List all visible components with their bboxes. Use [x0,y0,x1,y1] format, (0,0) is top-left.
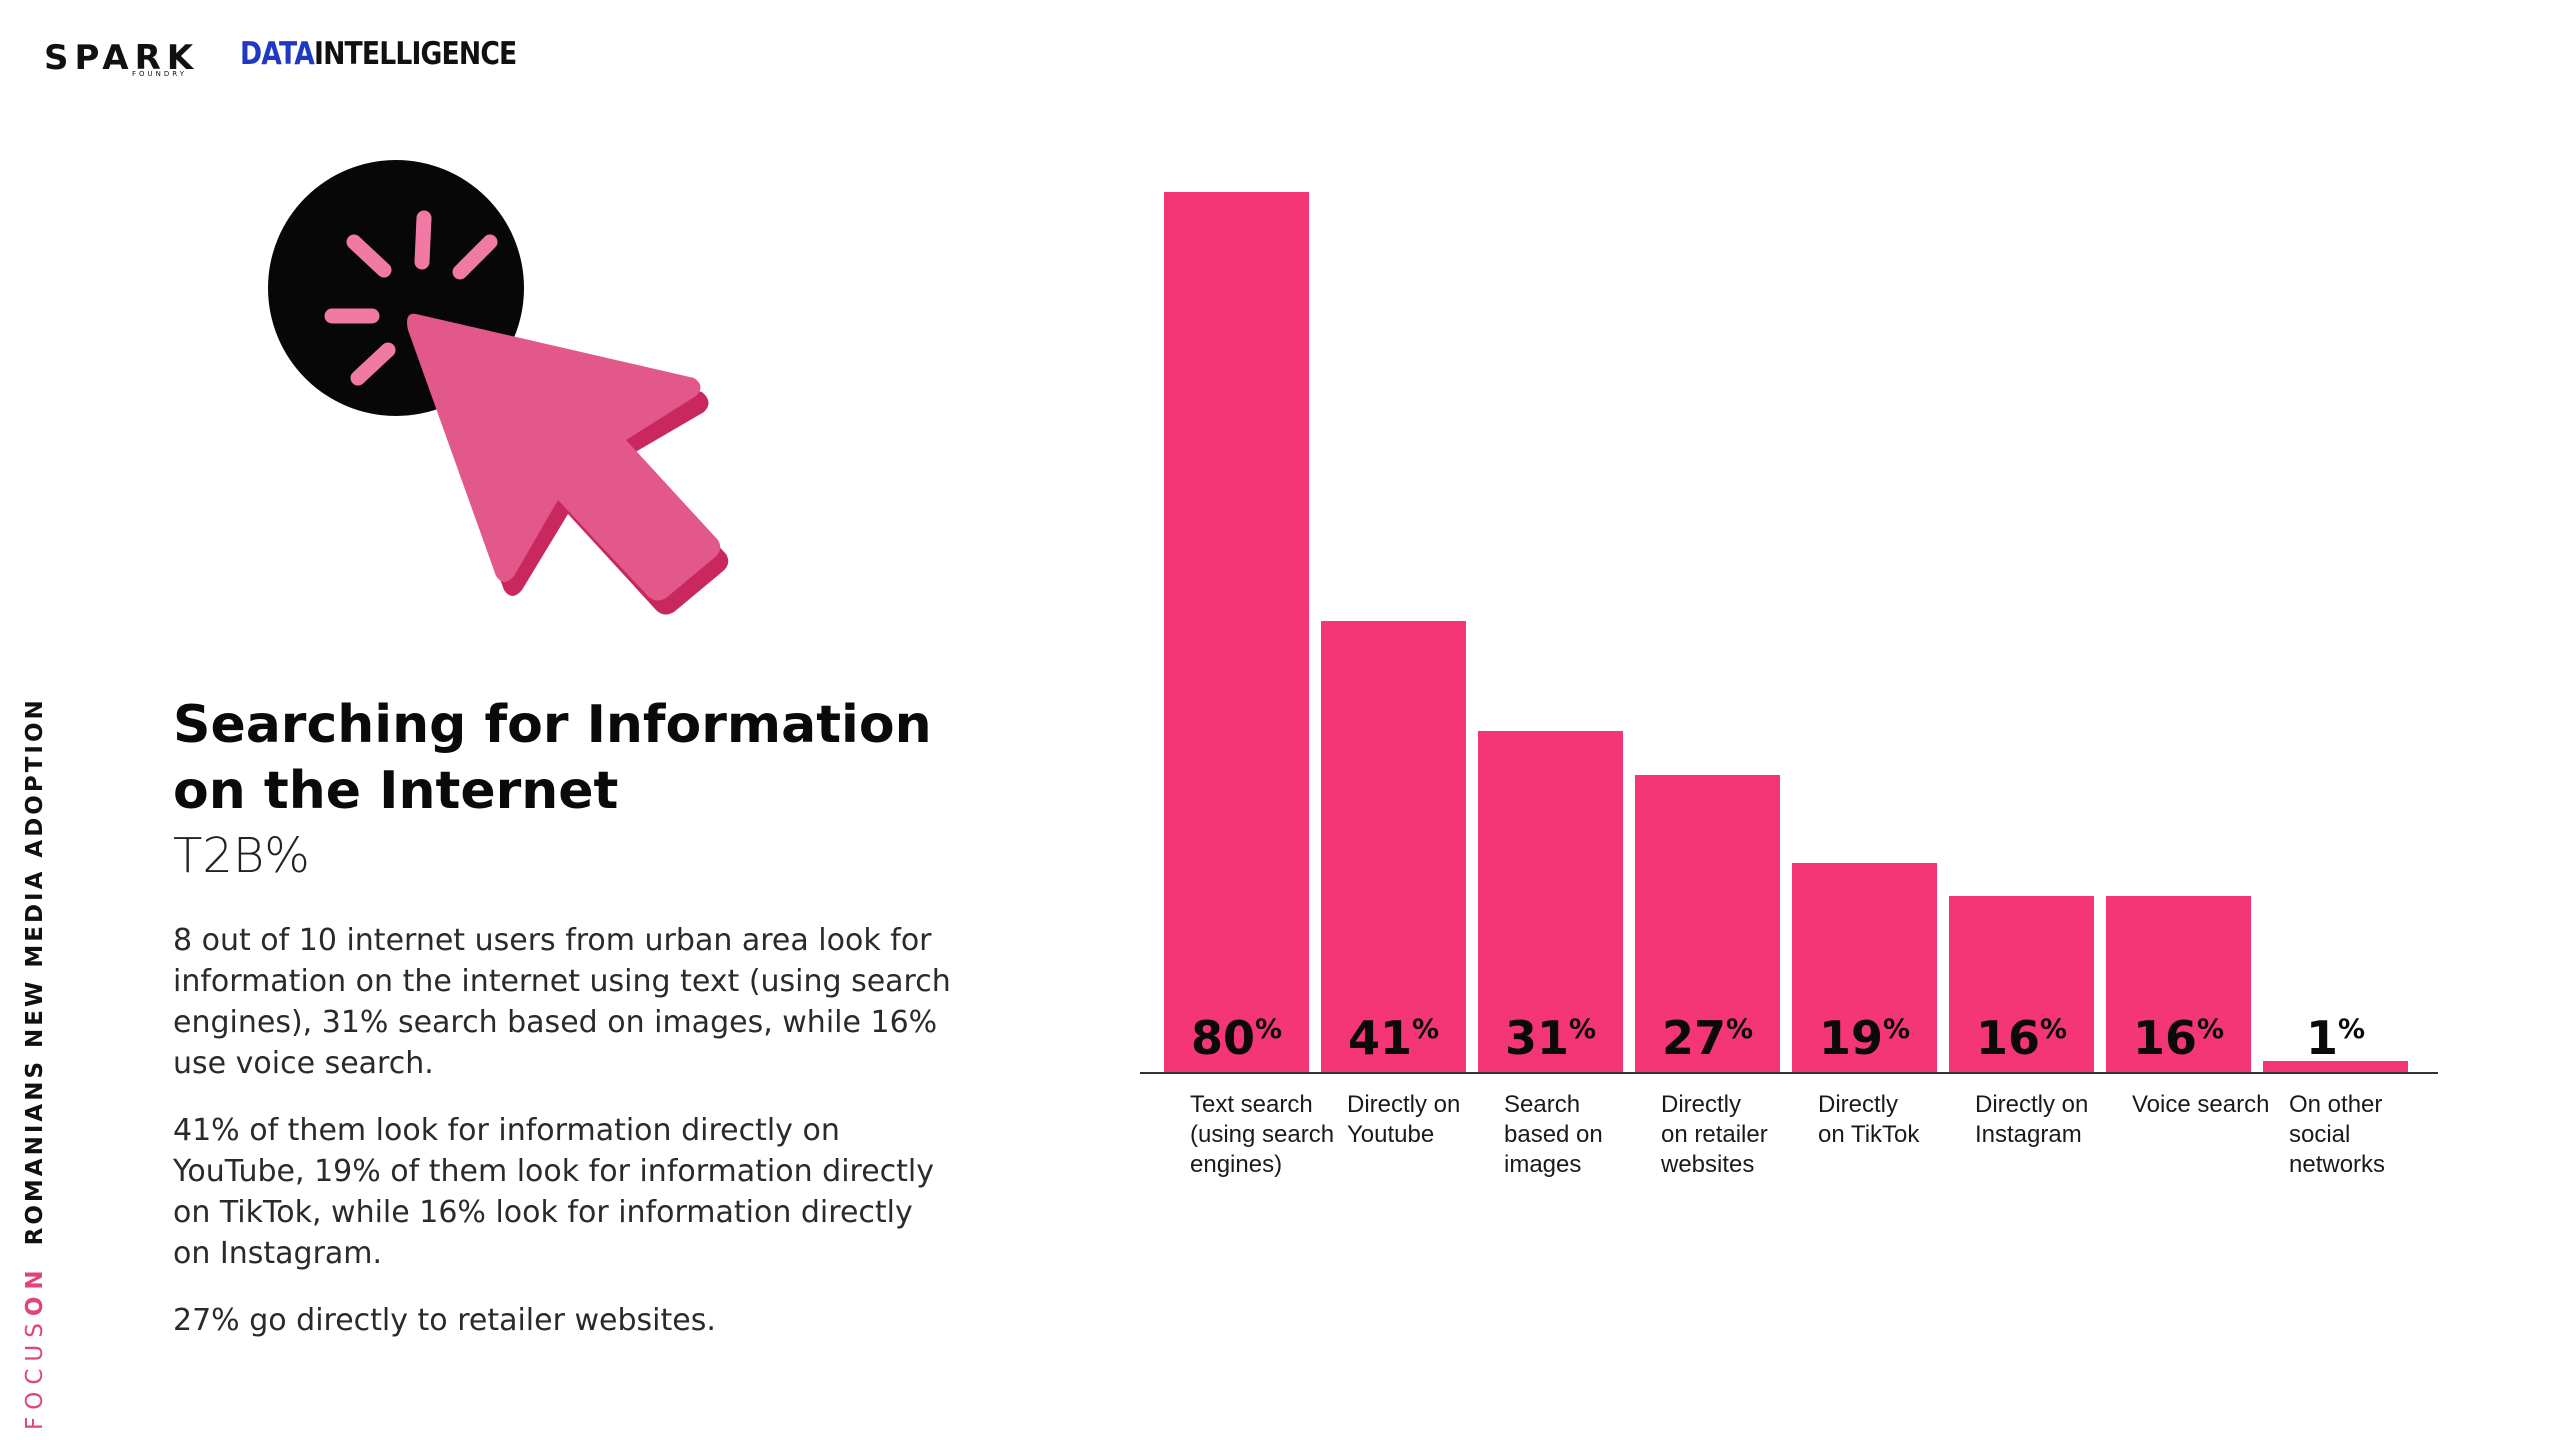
bar-5 [1792,863,1937,1072]
category-label-5: Directly on TikTok [1818,1091,1920,1148]
side-label-topic: ROMANIANS NEW MEDIA ADOPTION [22,697,48,1246]
bar-4 [1635,775,1780,1072]
bar-value-label-7: 16% [2133,1011,2224,1065]
bar-8 [2263,1061,2408,1072]
data-intelligence-logo: DATAINTELLIGENCE [240,36,517,72]
bar-3 [1478,731,1623,1072]
logo-di-part1: DATA [240,36,315,72]
page-title: Searching for Information on the Interne… [173,695,932,821]
category-label-7: Voice search [2132,1091,2269,1118]
category-label-4: Directly on retailer websites [1660,1091,1768,1178]
summary-paragraph-1: 8 out of 10 internet users from urban ar… [173,923,951,1081]
category-label-3: Search based on images [1504,1091,1603,1178]
category-label-6: Directly on Instagram [1975,1091,2088,1148]
summary-paragraph-3: 27% go directly to retailer websites. [173,1303,716,1338]
logo-di-part2: INTELLIGENCE [314,36,517,72]
spark-foundry-logo-sub: FOUNDRY [132,70,187,78]
side-section-label: FOCUSON ROMANIANS NEW MEDIA ADOPTION [22,697,48,1430]
side-label-focus: FOCUS [22,1316,48,1430]
search-methods-bar-chart: 80%Text search (using search engines)41%Di… [1140,192,2438,1178]
page-subtitle: T2B% [173,828,310,884]
bar-2 [1321,621,1466,1072]
category-label-8: On other social networks [2289,1091,2385,1178]
bar-1 [1164,192,1309,1072]
bar-6 [1949,896,2094,1072]
spark-foundry-logo: SPARK [44,38,200,78]
category-label-1: Text search (using search engines) [1190,1091,1334,1178]
bar-7 [2106,896,2251,1072]
summary-paragraph-2: 41% of them look for information directl… [173,1113,935,1271]
category-label-2: Directly on Youtube [1347,1091,1460,1148]
cursor-click-icon [268,160,729,615]
side-label-on: ON [22,1263,48,1317]
bar-value-label-8: 1% [2306,1011,2365,1065]
